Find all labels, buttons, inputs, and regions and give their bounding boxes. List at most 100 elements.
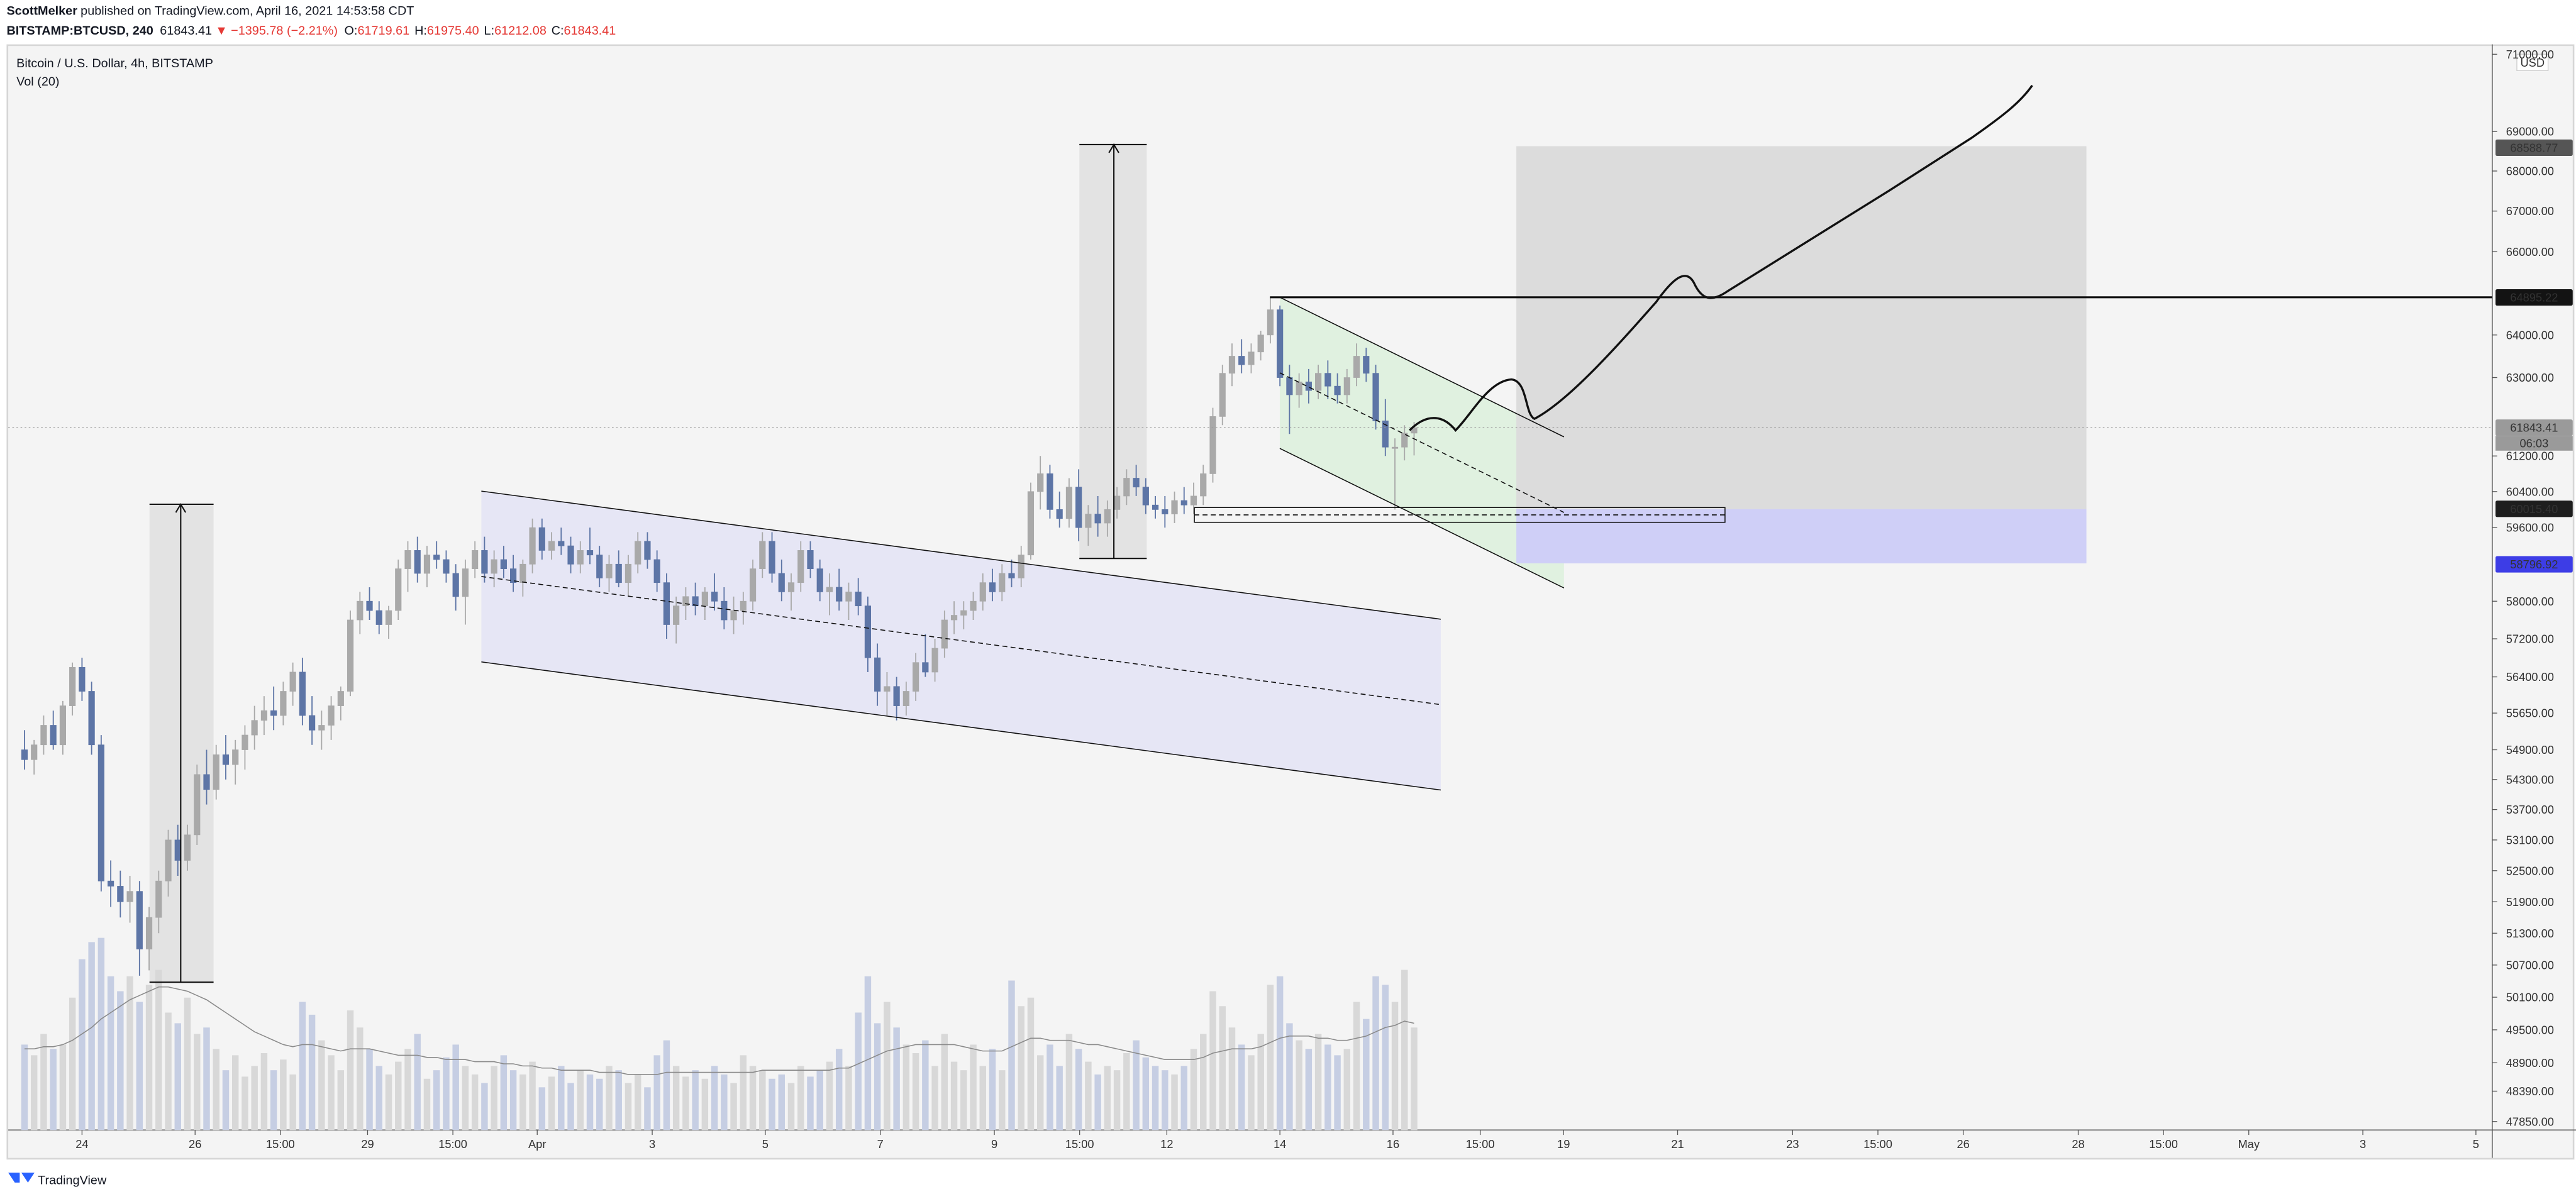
volume-bar [1123, 1053, 1130, 1130]
candle-body [136, 891, 143, 949]
y-tick-label: 54900.00 [2506, 743, 2554, 756]
volume-bar [787, 1083, 795, 1130]
volume-bar [40, 1034, 47, 1130]
volume-bar [950, 1061, 958, 1130]
candle-body [1114, 495, 1121, 510]
volume-bar [491, 1066, 497, 1130]
volume-bar [1276, 976, 1284, 1130]
volume-bar [30, 1055, 38, 1130]
candle-body [615, 563, 622, 583]
x-tick-label: 15:00 [266, 1137, 295, 1151]
volume-bar [433, 1070, 440, 1130]
channel-line [481, 490, 1441, 620]
candle-body [1286, 377, 1293, 395]
volume-bar [960, 1070, 967, 1130]
candle-body [1123, 478, 1130, 497]
volume-bar [567, 1083, 574, 1130]
volume-bar [606, 1066, 613, 1130]
volume-bar [375, 1066, 382, 1130]
volume-bar [1056, 1066, 1063, 1130]
volume-bar [69, 997, 76, 1130]
volume-bar [107, 976, 114, 1130]
volume-bar [347, 1010, 354, 1130]
candle-body [1142, 487, 1149, 506]
y-tick-label: 51900.00 [2506, 895, 2554, 909]
candle-body [1094, 514, 1101, 524]
candle-body [318, 725, 325, 731]
volume-bar [529, 1061, 536, 1130]
candle-body [1382, 420, 1389, 448]
candle-body [1133, 478, 1140, 488]
y-tick-label: 49500.00 [2506, 1023, 2554, 1036]
price-label-box [2496, 500, 2573, 517]
author: ScottMelker [6, 4, 77, 18]
stop-box [1516, 509, 2087, 564]
volume-bar [999, 1070, 1006, 1130]
candle-body [577, 550, 584, 565]
candle-body [155, 880, 162, 918]
candle-body [251, 720, 258, 736]
candle-body [1162, 509, 1169, 514]
volume-bar [203, 1027, 210, 1130]
candle-body [960, 610, 967, 616]
candle-body [845, 592, 852, 602]
volume-bar [1334, 1055, 1341, 1130]
volume-bar [1113, 1070, 1121, 1130]
candle-body [749, 568, 757, 602]
x-tick-label: 3 [649, 1137, 655, 1151]
candle-body [184, 834, 191, 861]
volume-bar [1238, 1044, 1245, 1130]
change: −1395.78 (−2.21%) [231, 24, 338, 38]
volume-bar [1353, 1002, 1360, 1130]
x-tick-label: 15:00 [2149, 1137, 2178, 1151]
volume-bar [778, 1074, 785, 1130]
channel-line [1279, 297, 1565, 438]
projection-path [1409, 84, 2033, 432]
currency-box [2516, 53, 2549, 72]
volume-bar [79, 959, 86, 1130]
volume-bar [874, 1023, 881, 1130]
volume-bar [1305, 1049, 1313, 1130]
volume-bar [1219, 1006, 1226, 1130]
marks [8, 297, 2492, 1130]
volume-bar [1085, 1061, 1092, 1130]
volume-bar [1228, 1027, 1236, 1130]
x-tick-label: 28 [2072, 1137, 2084, 1151]
candle-body [721, 600, 728, 621]
candle-body [970, 600, 977, 611]
candle-body [97, 744, 104, 881]
candle-body [548, 541, 555, 551]
volume-bar [1171, 1074, 1178, 1130]
volume-bar [117, 991, 124, 1130]
volume-bar [318, 1040, 325, 1130]
volume-bar [577, 1070, 584, 1130]
y-tick-label: 51300.00 [2506, 927, 2554, 940]
candle-body [711, 592, 718, 602]
price-label-box [2496, 556, 2573, 573]
candle-body [596, 555, 603, 578]
candle-body [1248, 351, 1255, 365]
candle-body [194, 774, 201, 836]
volume-bar [615, 1070, 622, 1130]
volume-bar [242, 1076, 248, 1130]
volume-bar [835, 1049, 843, 1130]
price-label-box [2496, 289, 2573, 306]
volume-bar [1142, 1057, 1150, 1130]
volume-bar [423, 1078, 431, 1130]
volume-bar [481, 1083, 488, 1130]
candle-body [778, 573, 785, 592]
volume-ma [24, 986, 1414, 1075]
volume-bar [1248, 1055, 1255, 1130]
candle-body [567, 545, 574, 565]
x-tick-label: 21 [1671, 1137, 1684, 1151]
x-tick-label: 5 [2473, 1137, 2479, 1151]
candle-body [653, 559, 660, 583]
volume-bar [1286, 1023, 1293, 1130]
candle-body [836, 587, 843, 602]
volume-bar [414, 1034, 421, 1130]
price-label: 64895.22 [2510, 291, 2558, 304]
candle-body [606, 563, 613, 578]
volume-bar [471, 1074, 479, 1130]
channel-mid [481, 576, 1441, 705]
candle-body [1277, 309, 1284, 378]
